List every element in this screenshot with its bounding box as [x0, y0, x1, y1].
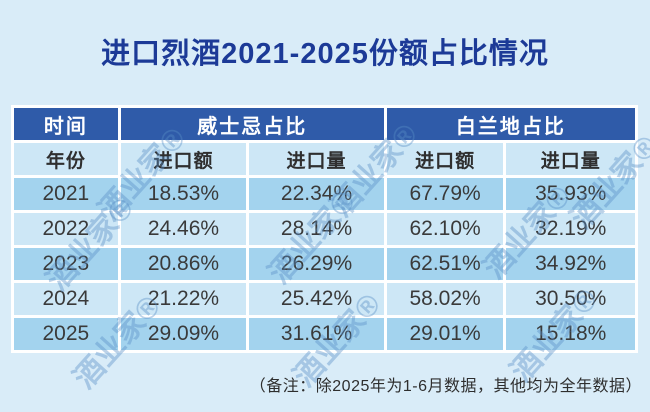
cell-whisky-import-volume: 25.42%	[249, 283, 384, 315]
subheader-brandy-import-value: 进口额	[386, 143, 504, 175]
table-row: 2024 21.22% 25.42% 58.02% 30.50%	[14, 283, 635, 315]
subheader-brandy-import-volume: 进口量	[506, 143, 635, 175]
subheader-year: 年份	[14, 143, 118, 175]
cell-brandy-import-volume: 32.19%	[506, 213, 635, 245]
cell-brandy-import-value: 62.10%	[386, 213, 504, 245]
table-row: 2025 29.09% 31.61% 29.01% 15.18%	[14, 318, 635, 350]
cell-year: 2023	[14, 248, 118, 280]
cell-year: 2025	[14, 318, 118, 350]
import-share-table: 时间 威士忌占比 白兰地占比 年份 进口额 进口量 进口额 进口量 2021 1…	[11, 105, 638, 353]
subheader-whisky-import-value: 进口额	[120, 143, 247, 175]
table-subheader-row: 年份 进口额 进口量 进口额 进口量	[14, 143, 635, 175]
subheader-whisky-import-volume: 进口量	[249, 143, 384, 175]
cell-whisky-import-value: 20.86%	[120, 248, 247, 280]
cell-whisky-import-volume: 31.61%	[249, 318, 384, 350]
cell-year: 2024	[14, 283, 118, 315]
cell-whisky-import-value: 18.53%	[120, 178, 247, 210]
cell-year: 2021	[14, 178, 118, 210]
cell-brandy-import-value: 62.51%	[386, 248, 504, 280]
header-whisky-group: 威士忌占比	[120, 108, 384, 140]
header-brandy-group: 白兰地占比	[386, 108, 635, 140]
cell-brandy-import-value: 58.02%	[386, 283, 504, 315]
table-row: 2023 20.86% 26.29% 62.51% 34.92%	[14, 248, 635, 280]
cell-brandy-import-volume: 15.18%	[506, 318, 635, 350]
cell-whisky-import-value: 24.46%	[120, 213, 247, 245]
footnote: （备注：除2025年为1-6月数据，其他均为全年数据）	[249, 378, 642, 395]
cell-brandy-import-value: 29.01%	[386, 318, 504, 350]
cell-whisky-import-value: 29.09%	[120, 318, 247, 350]
table-row: 2021 18.53% 22.34% 67.79% 35.93%	[14, 178, 635, 210]
cell-whisky-import-volume: 26.29%	[249, 248, 384, 280]
cell-brandy-import-volume: 30.50%	[506, 283, 635, 315]
cell-brandy-import-volume: 34.92%	[506, 248, 635, 280]
cell-whisky-import-value: 21.22%	[120, 283, 247, 315]
header-time: 时间	[14, 108, 118, 140]
cell-brandy-import-volume: 35.93%	[506, 178, 635, 210]
page-title: 进口烈酒2021-2025份额占比情况	[101, 38, 549, 70]
cell-brandy-import-value: 67.79%	[386, 178, 504, 210]
cell-whisky-import-volume: 22.34%	[249, 178, 384, 210]
table-row: 2022 24.46% 28.14% 62.10% 32.19%	[14, 213, 635, 245]
cell-year: 2022	[14, 213, 118, 245]
table-header-group-row: 时间 威士忌占比 白兰地占比	[14, 108, 635, 140]
cell-whisky-import-volume: 28.14%	[249, 213, 384, 245]
